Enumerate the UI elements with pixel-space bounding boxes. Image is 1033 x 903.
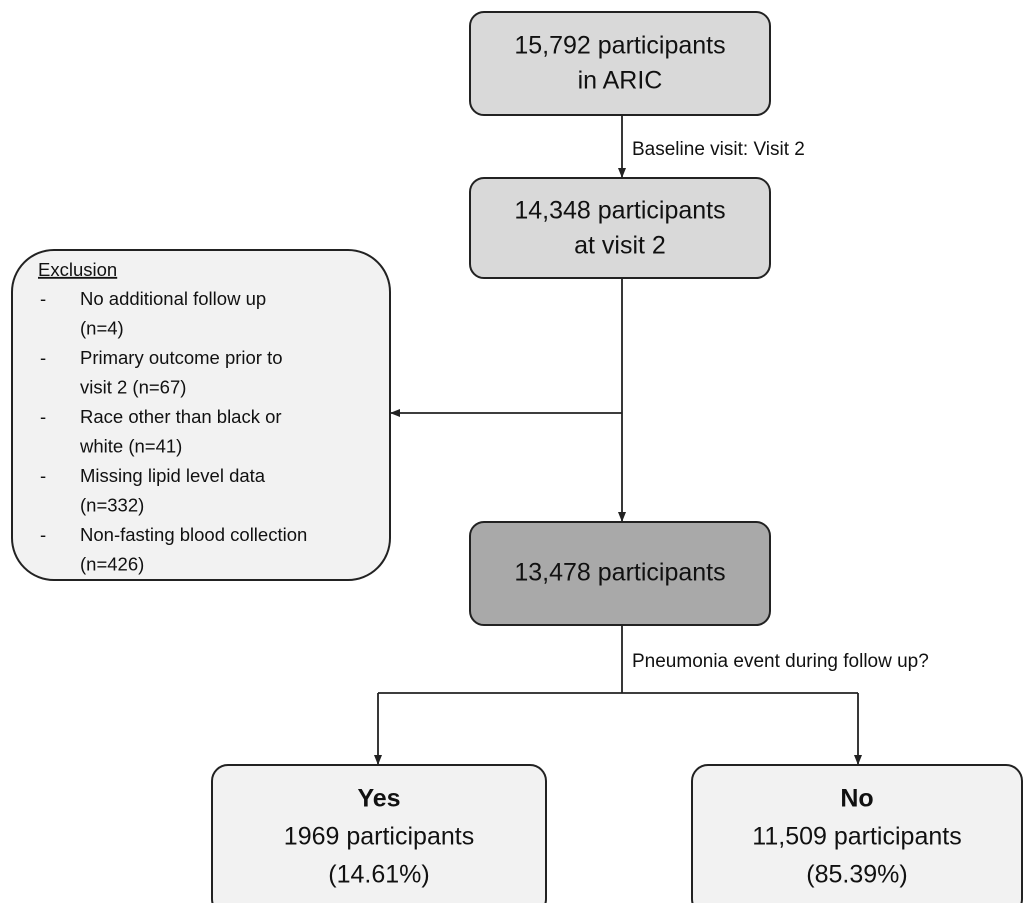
outcome-heading: No	[840, 785, 873, 813]
node-text: 14,348 participants	[514, 197, 725, 225]
exclusion-item: Primary outcome prior to	[80, 347, 283, 368]
node	[469, 521, 771, 626]
exclusion-item: (n=426)	[80, 553, 144, 574]
exclusion-item: No additional follow up	[80, 288, 266, 309]
outcome-text: (14.61%)	[328, 861, 429, 889]
node-text: 13,478 participants	[514, 559, 725, 587]
outcome-text: (85.39%)	[806, 861, 907, 889]
bullet-dash: -	[40, 406, 46, 427]
exclusion-item: (n=332)	[80, 494, 144, 515]
node-text: 15,792 participants	[514, 32, 725, 60]
exclusion-item: Missing lipid level data	[80, 465, 266, 486]
node-text: at visit 2	[574, 232, 666, 260]
outcome-text: 11,509 participants	[752, 823, 961, 851]
exclusion-list: - No additional follow up (n=4) - Primary ou…	[40, 288, 307, 575]
node	[469, 177, 771, 279]
outcome-heading: Yes	[357, 785, 400, 813]
edge-label: Pneumonia event during follow up?	[632, 651, 929, 672]
exclusion-box	[11, 249, 391, 581]
exclusion-title: Exclusion	[38, 259, 117, 280]
bullet-dash: -	[40, 288, 46, 309]
node	[469, 11, 771, 116]
exclusion-item: visit 2 (n=67)	[80, 376, 186, 397]
exclusion-item: Race other than black or	[80, 406, 282, 427]
edge-label: Baseline visit: Visit 2	[632, 139, 805, 160]
exclusion-item: (n=4)	[80, 317, 124, 338]
bullet-dash: -	[40, 347, 46, 368]
outcome-box	[211, 764, 547, 903]
outcome-text: 1969 participants	[284, 823, 474, 851]
bullet-dash: -	[40, 465, 46, 486]
node-text: in ARIC	[578, 67, 663, 95]
exclusion-item: white (n=41)	[79, 435, 182, 456]
bullet-dash: -	[40, 524, 46, 545]
outcome-box	[691, 764, 1023, 903]
exclusion-item: Non-fasting blood collection	[80, 524, 307, 545]
